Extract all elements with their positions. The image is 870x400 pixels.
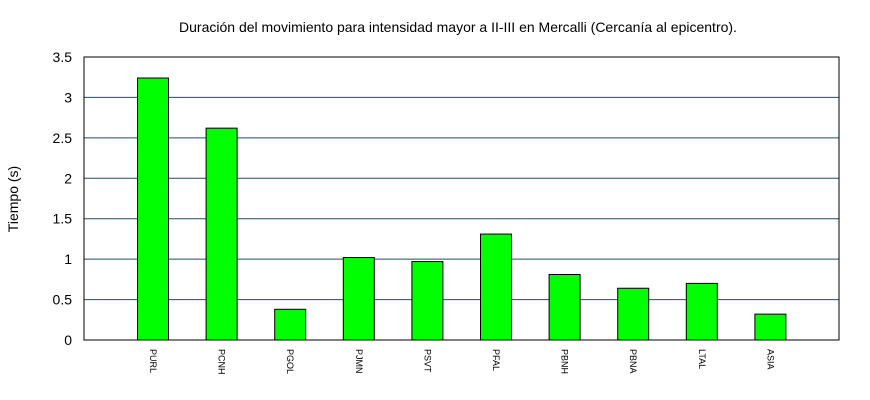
y-tick-label: 0 bbox=[64, 332, 72, 348]
x-tick-label: ASIA bbox=[765, 349, 775, 370]
y-tick-label: 1 bbox=[64, 251, 72, 267]
x-tick-label: PCNH bbox=[217, 349, 227, 375]
x-tick-label: PSVT bbox=[422, 349, 432, 373]
plot-frame bbox=[83, 56, 840, 341]
x-tick-label: PGOL bbox=[285, 349, 295, 374]
x-tick-labels: PURL PCNH PGOL PJMN PSVT PFAL PBNH PBNA LTAL ASIA bbox=[148, 349, 775, 375]
y-tick-label: 0.5 bbox=[53, 292, 73, 308]
y-tick-label: 1.5 bbox=[53, 211, 73, 227]
x-tick-label: PBNA bbox=[628, 349, 638, 374]
x-tick-label: PBNH bbox=[560, 349, 570, 374]
bar-psvt bbox=[411, 261, 444, 341]
y-tick-label: 2.5 bbox=[53, 130, 73, 146]
bar-ltal bbox=[685, 282, 718, 341]
y-tick-labels: 0 0.5 1 1.5 2 2.5 3 3.5 bbox=[53, 49, 73, 348]
y-tick-label: 2 bbox=[64, 170, 72, 186]
bar-pbna bbox=[617, 287, 650, 341]
bar-pbnh bbox=[548, 274, 581, 341]
chart-title: Duración del movimiento para intensidad … bbox=[179, 19, 737, 35]
x-tick-label: PFAL bbox=[491, 349, 501, 371]
y-tick-label: 3 bbox=[64, 89, 72, 105]
bar-asia bbox=[754, 313, 787, 341]
y-tick-label: 3.5 bbox=[53, 49, 73, 65]
y-axis-label: Tiempo (s) bbox=[5, 166, 21, 232]
bar-purl bbox=[137, 77, 169, 341]
bar-pjmn bbox=[342, 257, 375, 341]
x-tick-label: PURL bbox=[148, 349, 158, 373]
grid-lines bbox=[84, 96, 839, 301]
bars bbox=[137, 77, 787, 341]
x-tick-label: LTAL bbox=[697, 349, 707, 369]
bar-pfal bbox=[480, 233, 512, 341]
bar-pgol bbox=[274, 308, 307, 341]
bar-pcnh bbox=[205, 127, 238, 341]
x-tick-label: PJMN bbox=[354, 349, 364, 374]
